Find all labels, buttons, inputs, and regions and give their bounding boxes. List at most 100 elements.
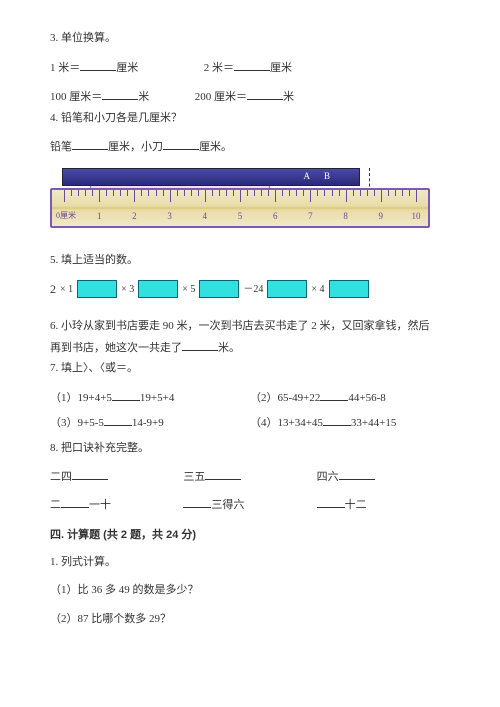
q6-line1: 6. 小玲从家到书店要走 90 米，一次到书店去买书走了 2 米，又回家拿钱，然… <box>50 318 450 335</box>
ruler-tick-label: 6 <box>273 210 278 224</box>
blank[interactable] <box>183 496 211 508</box>
q3-r1b-unit: 厘米 <box>270 62 292 74</box>
q3-r2b-unit: 米 <box>283 91 294 103</box>
ruler-major-tick <box>381 190 382 202</box>
chain-start: 2 <box>50 280 56 298</box>
ruler-major-tick <box>134 190 135 202</box>
ruler-tick-label: 4 <box>203 210 208 224</box>
blank[interactable] <box>317 496 345 508</box>
q4-cm2: 厘米。 <box>199 141 232 153</box>
q8-row2: 二一十 三得六 十二 <box>50 496 450 514</box>
q7-1r: 19+5+4 <box>140 392 174 404</box>
q3-r1a-unit: 厘米 <box>116 62 138 74</box>
q7-2l: 65-49+22 <box>278 392 321 404</box>
ruler-minor-tick <box>324 190 325 196</box>
chain-op-4: × 4 <box>311 282 324 297</box>
ruler-minor-tick <box>198 190 199 196</box>
q8-2a-b: 一十 <box>89 499 111 511</box>
q4-knife: 小刀 <box>141 141 163 153</box>
section4-title: 四. 计算题 (共 2 题，共 24 分) <box>50 527 450 544</box>
ruler-major-tick <box>275 190 276 202</box>
ruler-tick-label: 1 <box>97 210 102 224</box>
blank[interactable] <box>247 88 283 100</box>
ruler-minor-tick <box>332 190 333 196</box>
blank[interactable] <box>72 138 108 150</box>
blank[interactable] <box>323 414 351 426</box>
s4-q1: 1. 列式计算。 <box>50 554 450 571</box>
ruler-major-tick <box>205 190 206 202</box>
ruler-major-tick <box>64 190 65 202</box>
ruler-minor-tick <box>141 190 142 196</box>
chain-box[interactable] <box>138 280 178 298</box>
blank[interactable] <box>102 88 138 100</box>
q3-r2a-left: 100 厘米＝ <box>50 91 102 103</box>
q7-row1: （1）19+4+519+5+4 （2）65-49+2244+56-8 <box>50 389 450 407</box>
blank[interactable] <box>61 496 89 508</box>
q5-title: 5. 填上适当的数。 <box>50 252 450 269</box>
ruler-minor-tick <box>78 190 79 196</box>
ruler-minor-tick <box>268 190 269 196</box>
ruler-body: 0厘米12345678910 <box>50 188 430 228</box>
ruler-tick-label: 2 <box>132 210 137 224</box>
ruler-minor-tick <box>409 190 410 196</box>
s4-s2: （2）87 比哪个数多 29？ <box>50 611 450 628</box>
obj-label-a: A <box>304 170 311 184</box>
q8-2c-b: 十二 <box>345 499 367 511</box>
ruler-minor-tick <box>85 190 86 196</box>
chain-box[interactable] <box>77 280 117 298</box>
ruler-minor-tick <box>360 190 361 196</box>
blank[interactable] <box>339 468 375 480</box>
q8-1c: 四六 <box>317 471 339 483</box>
q7-1n: （1） <box>50 392 78 404</box>
ruler-minor-tick <box>184 190 185 196</box>
ruler-minor-tick <box>219 190 220 196</box>
ruler-tick-label: 8 <box>343 210 348 224</box>
q8-1a: 二四 <box>50 471 72 483</box>
pencil-shape <box>62 168 360 186</box>
q7-row2: （3）9+5-514-9+9 （4）13+34+4533+44+15 <box>50 414 450 432</box>
blank[interactable] <box>112 389 140 401</box>
chain-op-3: －24 <box>243 282 263 297</box>
q8-2a-a: 二 <box>50 499 61 511</box>
ruler-minor-tick <box>261 190 262 196</box>
ruler-minor-tick <box>367 190 368 196</box>
q4-pencil: 铅笔 <box>50 141 72 153</box>
ruler-minor-tick <box>127 190 128 196</box>
q7-4l: 13+34+45 <box>278 417 323 429</box>
blank[interactable] <box>80 59 116 71</box>
chain-box[interactable] <box>329 280 369 298</box>
blank[interactable] <box>320 389 348 401</box>
q4-cm1: 厘米， <box>108 141 141 153</box>
q7-3l: 9+5-5 <box>78 417 104 429</box>
blank[interactable] <box>234 59 270 71</box>
ruler-minor-tick <box>296 190 297 196</box>
chain-box[interactable] <box>267 280 307 298</box>
q7-title: 7. 填上〉、〈或＝。 <box>50 360 450 377</box>
ruler-major-tick <box>170 190 171 202</box>
q8-row1: 二四 三五 四六 <box>50 468 450 486</box>
ruler-minor-tick <box>402 190 403 196</box>
ruler-minor-tick <box>212 190 213 196</box>
ruler-tick-label: 7 <box>308 210 313 224</box>
blank[interactable] <box>72 468 108 480</box>
blank[interactable] <box>163 138 199 150</box>
q4-title: 4. 铅笔和小刀各是几厘米？ <box>50 110 450 127</box>
ruler-minor-tick <box>148 190 149 196</box>
q7-3r: 14-9+9 <box>132 417 164 429</box>
q3-r2b-left: 200 厘米＝ <box>195 91 247 103</box>
ruler-zero-label: 0厘米 <box>56 210 76 222</box>
ruler-major-tick <box>310 190 311 202</box>
chain-op-0: × 1 <box>60 282 73 297</box>
ruler-minor-tick <box>120 190 121 196</box>
q3-title: 3. 单位换算。 <box>50 30 450 47</box>
q3-r2a-unit: 米 <box>138 91 149 103</box>
blank[interactable] <box>104 414 132 426</box>
blank[interactable] <box>182 339 218 351</box>
obj-label-b: B <box>324 170 330 184</box>
blank[interactable] <box>205 468 241 480</box>
chain-box[interactable] <box>199 280 239 298</box>
ruler-minor-tick <box>226 190 227 196</box>
q8-1b: 三五 <box>183 471 205 483</box>
ruler-minor-tick <box>254 190 255 196</box>
ruler-major-tick <box>346 190 347 202</box>
